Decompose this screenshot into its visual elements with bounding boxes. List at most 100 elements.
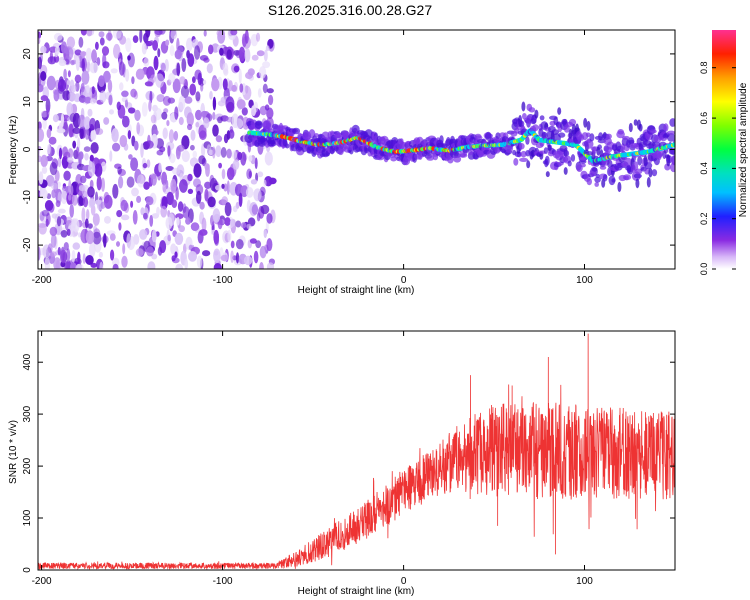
- colorbar-tick-label: 0.2: [699, 212, 709, 225]
- noise-blob: [121, 214, 130, 221]
- noise-blob: [196, 190, 202, 204]
- noise-blob: [167, 234, 171, 242]
- noise-blob: [156, 149, 164, 156]
- noise-blob: [204, 181, 212, 189]
- noise-blob: [226, 49, 232, 60]
- noise-blob: [146, 159, 151, 168]
- noise-blob: [160, 62, 166, 72]
- noise-blob: [142, 162, 148, 169]
- noise-blob: [121, 255, 128, 268]
- noise-blob: [141, 42, 147, 55]
- noise-blob: [160, 205, 168, 218]
- noise-blob: [144, 81, 153, 87]
- noise-blob: [158, 162, 162, 173]
- signal-halo: [599, 165, 607, 170]
- noise-blob: [226, 180, 230, 195]
- noise-blob: [124, 99, 129, 108]
- noise-blob: [199, 55, 209, 61]
- snr-ylabel: SNR (10 * v/v): [8, 420, 19, 484]
- noise-blob: [171, 199, 178, 208]
- noise-blob: [178, 225, 185, 233]
- signal-halo: [622, 174, 632, 181]
- colorbar-ticks: 0.0 0.2 0.4 0.6 0.8: [699, 61, 736, 275]
- noise-blob: [90, 142, 99, 154]
- noise-blob: [250, 105, 257, 117]
- noise-blob: [223, 133, 229, 144]
- noise-blob: [135, 68, 145, 80]
- noise-blob: [75, 146, 80, 160]
- colorbar-label: Normalized spectral amplitude: [738, 82, 749, 217]
- noise-blob: [200, 110, 209, 118]
- noise-blob: [98, 75, 105, 87]
- noise-blob: [257, 171, 264, 178]
- noise-blob: [178, 116, 184, 126]
- noise-blob: [182, 206, 190, 219]
- noise-blob: [58, 147, 63, 160]
- signal-halo: [513, 158, 519, 166]
- noise-blob: [233, 50, 241, 56]
- signal-halo: [558, 132, 566, 138]
- signal-halo: [584, 139, 594, 149]
- noise-blob: [262, 83, 268, 94]
- noise-blob: [213, 248, 221, 263]
- x-tick-label: 100: [576, 576, 593, 587]
- noise-blob: [38, 31, 42, 39]
- noise-blob: [268, 177, 277, 185]
- noise-blob: [87, 223, 93, 229]
- noise-blob: [266, 213, 273, 224]
- noise-blob: [200, 83, 204, 92]
- noise-blob: [55, 200, 61, 208]
- signal-halo: [563, 167, 568, 175]
- noise-blob: [63, 242, 69, 251]
- colorbar: 0.0 0.2 0.4 0.6 0.8 Normalized spectral ampl…: [699, 30, 749, 275]
- noise-blob: [89, 242, 96, 258]
- signal-halo: [520, 150, 527, 158]
- noise-blob: [217, 100, 226, 107]
- signal-halo: [292, 127, 301, 135]
- noise-blob: [38, 121, 42, 131]
- noise-blob: [220, 254, 229, 262]
- signal-halo: [518, 143, 525, 150]
- snr-series-line: [38, 333, 675, 570]
- noise-blob: [165, 216, 173, 230]
- noise-blob: [66, 79, 71, 86]
- x-tick-label: 0: [401, 576, 407, 587]
- signal-halo: [525, 136, 530, 145]
- signal-halo: [580, 163, 586, 168]
- noise-blob: [74, 74, 82, 84]
- signal-halo: [579, 156, 588, 161]
- noise-blob: [162, 127, 168, 140]
- noise-blob: [113, 43, 121, 59]
- noise-blob: [101, 46, 110, 56]
- noise-blob: [157, 172, 162, 181]
- noise-blob: [212, 96, 217, 111]
- noise-blob: [91, 86, 95, 95]
- noise-blob: [74, 49, 82, 56]
- noise-blob: [75, 174, 83, 186]
- noise-blob: [92, 213, 100, 226]
- noise-blob: [72, 127, 81, 134]
- noise-blob: [192, 76, 196, 84]
- noise-blob: [165, 166, 174, 171]
- signal-halo: [634, 168, 643, 175]
- signal-halo: [531, 149, 536, 158]
- signal-halo: [666, 133, 675, 142]
- noise-blob: [99, 37, 105, 46]
- chart-title: S126.2025.316.00.28.G27: [268, 2, 432, 18]
- signal-halo: [633, 161, 639, 172]
- noise-blob: [38, 223, 47, 235]
- noise-blob: [82, 253, 86, 265]
- signal-halo: [646, 177, 651, 188]
- signal-halo: [594, 176, 601, 183]
- y-tick-label: 300: [22, 405, 33, 422]
- noise-blob: [119, 35, 127, 45]
- noise-blob: [238, 192, 243, 207]
- noise-blob: [196, 255, 203, 268]
- noise-blob: [184, 96, 193, 104]
- noise-blob: [236, 99, 246, 110]
- noise-blob: [118, 222, 122, 231]
- noise-blob: [195, 91, 201, 102]
- noise-blob: [170, 30, 178, 40]
- noise-blob: [235, 239, 244, 250]
- noise-blob: [175, 213, 184, 220]
